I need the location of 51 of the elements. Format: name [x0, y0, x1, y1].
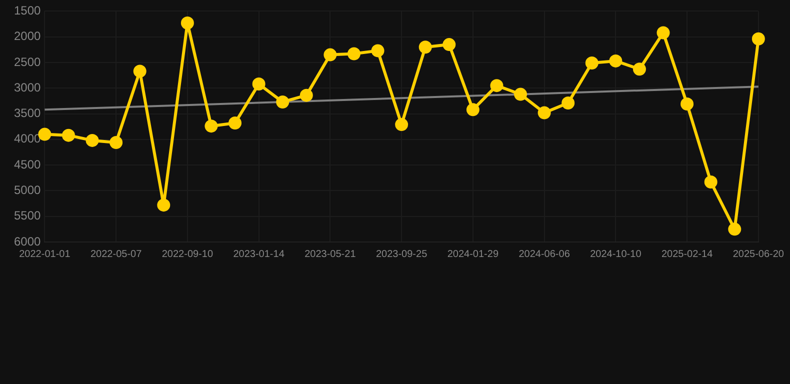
point [538, 106, 551, 120]
point [86, 134, 99, 147]
y-tick-label: 4000 [14, 132, 42, 146]
x-tick-label: 2024-10-10 [590, 248, 642, 260]
point [133, 64, 146, 78]
point [300, 88, 313, 102]
x-tick-label: 2023-05-21 [304, 248, 356, 260]
point [656, 26, 670, 40]
point [490, 79, 504, 92]
point [204, 120, 218, 133]
x-tick-label: 2024-01-29 [447, 248, 499, 260]
y-tick-label: 5500 [14, 208, 42, 223]
point [62, 128, 75, 142]
y-tick-label: 3000 [14, 80, 42, 94]
point [609, 54, 622, 68]
point [680, 98, 694, 111]
y-tick-label: 1500 [14, 4, 42, 18]
point [632, 62, 646, 76]
point [252, 78, 266, 91]
point [442, 38, 456, 52]
point [728, 222, 742, 236]
point [514, 88, 528, 101]
x-tick-label: 2022-09-10 [162, 248, 214, 260]
point [395, 118, 408, 132]
point [180, 16, 194, 30]
point [704, 175, 718, 188]
point [585, 56, 598, 70]
point [347, 47, 360, 60]
y-tick-label: 4500 [14, 157, 42, 172]
point [157, 198, 170, 212]
point [371, 44, 384, 58]
y-tick-label: 2500 [14, 54, 42, 69]
point [466, 103, 480, 116]
point [418, 40, 432, 54]
x-tick-label: 2022-01-01 [19, 248, 71, 260]
x-tick-label: 2023-01-14 [233, 248, 285, 260]
point [228, 116, 242, 130]
x-tick-label: 2023-09-25 [376, 248, 428, 260]
x-tick-label: 2024-06-06 [518, 248, 570, 260]
point [752, 32, 765, 46]
y-tick-label: 2000 [14, 29, 42, 44]
x-tick-label: 2025-02-14 [661, 248, 714, 260]
point [324, 48, 337, 62]
x-tick-label: 2022-05-07 [90, 248, 142, 260]
y-tick-label: 3500 [14, 106, 42, 120]
point [110, 136, 123, 149]
y-tick-label: 5000 [14, 183, 42, 198]
y-tick-label: 6000 [14, 234, 42, 248]
point [276, 95, 290, 108]
x-tick-label: 2025-06-20 [732, 248, 784, 260]
point [562, 96, 575, 110]
